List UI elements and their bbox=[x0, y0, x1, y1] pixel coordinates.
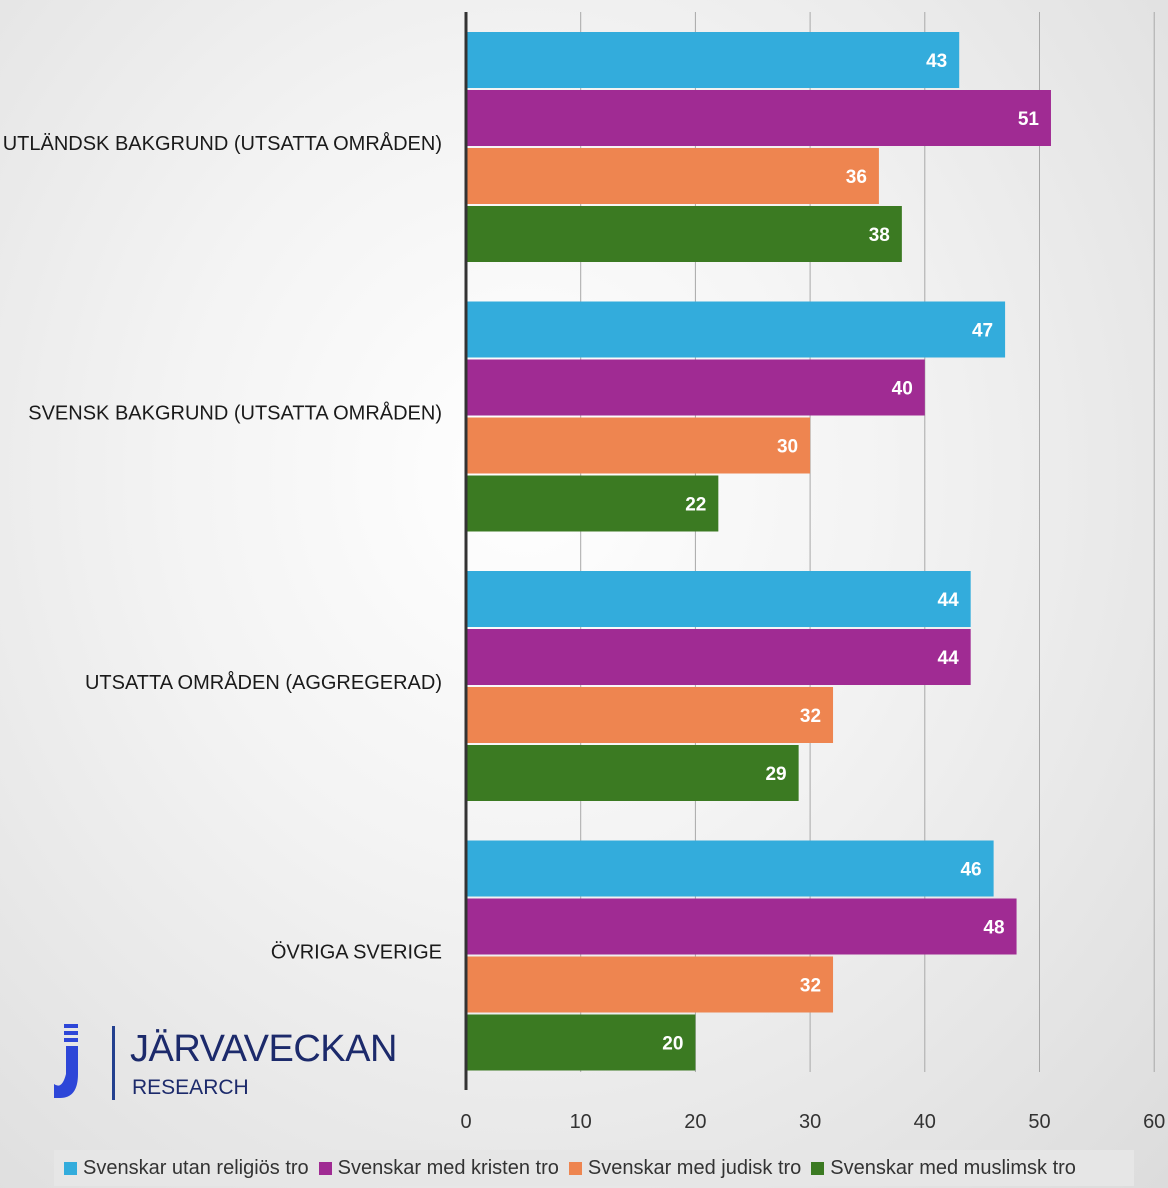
legend-label: Svenskar utan religiös tro bbox=[83, 1156, 309, 1179]
legend-item: Svenskar med judisk tro bbox=[568, 1156, 802, 1180]
x-tick-label: 60 bbox=[1143, 1111, 1165, 1133]
bar bbox=[466, 1014, 696, 1071]
bar-value-label: 48 bbox=[983, 918, 1004, 939]
bar-value-labels: 43 51 36 38 47 40 30 22 44 44 32 29 46 48 32 20 bbox=[662, 51, 1039, 1055]
bar bbox=[466, 898, 1017, 955]
bar-value-label: 43 bbox=[926, 51, 947, 72]
legend-swatch bbox=[811, 1161, 825, 1175]
legend-swatch bbox=[568, 1161, 582, 1175]
legend-item: Svenskar utan religiös tro bbox=[64, 1157, 309, 1180]
bar bbox=[466, 629, 971, 685]
legend-swatch bbox=[64, 1161, 77, 1175]
bar bbox=[466, 745, 799, 801]
x-axis-tick-labels: 0 10 20 30 40 50 60 bbox=[460, 1111, 1165, 1133]
category-label: ÖVRIGA SVERIGE bbox=[271, 942, 442, 964]
logo-name: JÄRVAVECKAN bbox=[130, 1028, 397, 1070]
bar bbox=[466, 840, 994, 897]
x-tick-label: 30 bbox=[799, 1111, 821, 1133]
bar-value-label: 46 bbox=[960, 860, 981, 881]
bar bbox=[466, 687, 834, 743]
bar bbox=[466, 359, 925, 416]
bar-value-label: 38 bbox=[869, 225, 890, 246]
legend-item: Svenskar med muslimsk tro bbox=[811, 1157, 1076, 1180]
bar bbox=[466, 90, 1051, 146]
legend-swatch bbox=[318, 1161, 332, 1175]
bar bbox=[466, 475, 719, 532]
x-tick-label: 0 bbox=[460, 1111, 471, 1133]
x-tick-label: 10 bbox=[570, 1111, 592, 1133]
bar-value-label: 36 bbox=[846, 167, 867, 188]
bar-value-label: 30 bbox=[777, 437, 798, 458]
x-tick-label: 20 bbox=[684, 1111, 706, 1133]
bar-value-label: 29 bbox=[765, 764, 786, 785]
legend-label: Svenskar med judisk tro bbox=[587, 1156, 802, 1179]
legend-label: Svenskar med kristen tro bbox=[337, 1156, 559, 1179]
legend-item: Svenskar med kristen tro bbox=[318, 1156, 559, 1180]
x-tick-label: 50 bbox=[1028, 1111, 1050, 1133]
bar bbox=[466, 148, 879, 204]
category-labels: UTLÄNDSK BAKGRUND (UTSATTA OMRÅDEN) SVENS… bbox=[3, 132, 442, 964]
bar bbox=[466, 417, 811, 474]
bar-value-label: 32 bbox=[800, 976, 821, 997]
bar bbox=[466, 206, 902, 262]
category-label: UTSATTA OMRÅDEN (AGGREGERAD) bbox=[85, 671, 442, 694]
legend-label: Svenskar med muslimsk tro bbox=[830, 1156, 1076, 1179]
bar-value-label: 20 bbox=[662, 1034, 683, 1055]
logo-divider bbox=[112, 1026, 115, 1100]
bar-value-label: 44 bbox=[938, 648, 960, 669]
bar-value-label: 44 bbox=[938, 590, 960, 611]
bar-value-label: 47 bbox=[972, 321, 993, 342]
logo-mark-icon bbox=[54, 1024, 78, 1098]
bar bbox=[466, 571, 971, 627]
bar bbox=[466, 32, 960, 88]
bar-chart: 43 51 36 38 47 40 30 22 44 44 32 29 46 48 32 20 UTLÄNDS… bbox=[3, 12, 1165, 1133]
logo-subtitle: RESEARCH bbox=[132, 1076, 249, 1099]
chart-legend: Svenskar utan religiös tro Svenskar med k… bbox=[54, 1150, 1134, 1186]
bar-value-label: 32 bbox=[800, 706, 821, 727]
bar-value-label: 22 bbox=[685, 495, 706, 516]
jarvaveckan-logo: JÄRVAVECKAN RESEARCH bbox=[52, 1024, 412, 1104]
bar-value-label: 40 bbox=[892, 379, 913, 400]
category-label: SVENSK BAKGRUND (UTSATTA OMRÅDEN) bbox=[28, 402, 442, 425]
bars bbox=[466, 32, 1051, 1071]
category-label: UTLÄNDSK BAKGRUND (UTSATTA OMRÅDEN) bbox=[3, 132, 442, 155]
bar-value-label: 51 bbox=[1018, 109, 1040, 130]
bar bbox=[466, 956, 834, 1013]
bar bbox=[466, 301, 1006, 358]
x-tick-label: 40 bbox=[914, 1111, 936, 1133]
